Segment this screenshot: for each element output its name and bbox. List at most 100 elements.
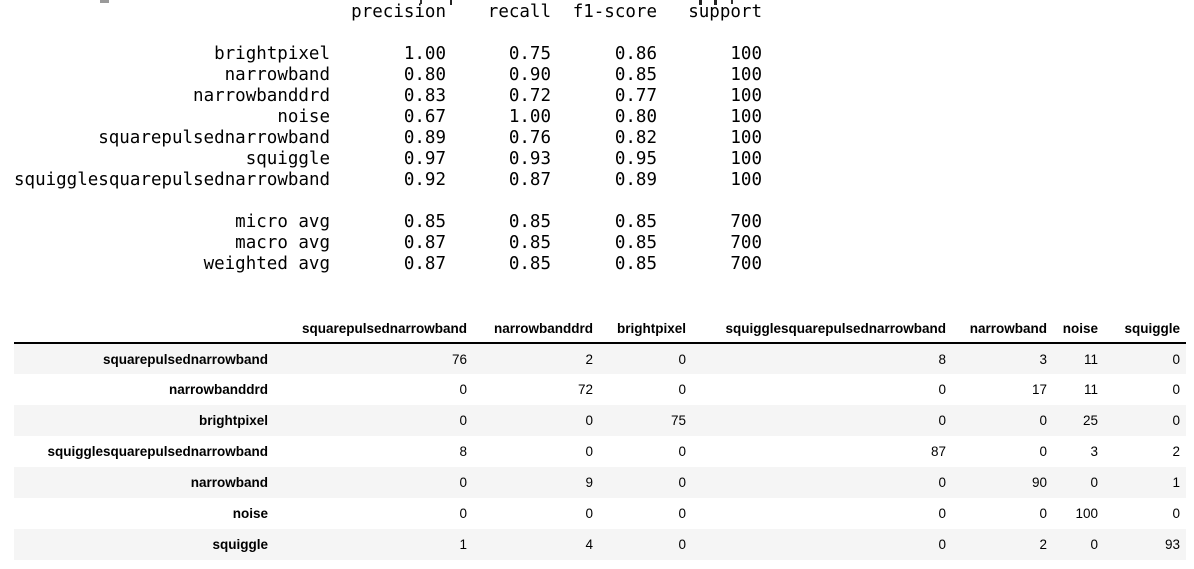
report-cell: 1.00 <box>403 44 446 64</box>
report-cell: 0.85 <box>614 233 657 253</box>
report-class-row: squigglesquarepulsednarrowband 0.92 0.87 0.… <box>14 170 762 191</box>
report-cell: 100 <box>730 65 762 85</box>
report-class-row: narrowband 0.80 0.90 0.85 100 <box>14 65 762 86</box>
matrix-index-header-cell <box>14 314 274 344</box>
report-cell: 0.85 <box>614 254 657 274</box>
report-avg-row: micro avg 0.85 0.85 0.85 700 <box>14 212 762 233</box>
matrix-cell: 0 <box>938 413 946 428</box>
matrix-row-label: brightpixel <box>198 413 268 428</box>
report-class-row: brightpixel 1.00 0.75 0.86 100 <box>14 44 762 65</box>
report-cell: 0.72 <box>508 86 551 106</box>
matrix-cell: 4 <box>585 537 593 552</box>
matrix-cell: 17 <box>1031 382 1047 397</box>
matrix-cell: 1 <box>1172 475 1180 490</box>
report-class-row: noise 0.67 1.00 0.80 100 <box>14 107 762 128</box>
matrix-cell: 0 <box>459 382 467 397</box>
matrix-cell: 87 <box>930 444 946 459</box>
report-cell: weighted avg <box>203 254 330 274</box>
report-cell: f1-score <box>572 2 657 22</box>
report-cell: squarepulsednarrowband <box>98 128 330 148</box>
report-cell: 0.80 <box>403 65 446 85</box>
matrix-cell: 0 <box>938 475 946 490</box>
matrix-cell: 0 <box>1090 537 1098 552</box>
classification-report: precision recall f1-score support brightpixe… <box>14 2 762 275</box>
matrix-cell: 1 <box>459 537 467 552</box>
report-cell: narrowbanddrd <box>193 86 330 106</box>
matrix-cell: 100 <box>1075 506 1098 521</box>
matrix-cell: 2 <box>1039 537 1047 552</box>
confusion-matrix-table: squarepulsednarrowband narrowbanddrd brigh… <box>14 314 1186 560</box>
matrix-cell: 8 <box>938 351 946 367</box>
matrix-cell: 0 <box>678 537 686 552</box>
report-class-row: narrowbanddrd 0.83 0.72 0.77 100 <box>14 86 762 107</box>
matrix-column-header: squiggle <box>1104 314 1186 344</box>
report-avg-row: weighted avg 0.87 0.85 0.85 700 <box>14 254 762 275</box>
report-cell: micro avg <box>235 212 330 232</box>
matrix-cell: 0 <box>678 506 686 521</box>
matrix-cell: 25 <box>1082 413 1098 428</box>
report-class-row: squarepulsednarrowband 0.89 0.76 0.82 100 <box>14 128 762 149</box>
report-class-row: squiggle 0.97 0.93 0.95 100 <box>14 149 762 170</box>
report-header-line: precision recall f1-score support <box>14 2 762 23</box>
report-cell: 0.85 <box>614 212 657 232</box>
matrix-row: narrowband 0 9 0 0 90 0 1 <box>14 467 1186 498</box>
report-cell: 0.86 <box>614 44 657 64</box>
matrix-row: narrowbanddrd 0 72 0 0 17 11 0 <box>14 374 1186 405</box>
text-fragment <box>420 0 422 4</box>
report-cell: 0.82 <box>614 128 657 148</box>
report-cell: 0.75 <box>508 44 551 64</box>
matrix-cell: 0 <box>678 444 686 459</box>
report-cell: recall <box>487 2 551 22</box>
matrix-row: brightpixel 0 0 75 0 0 25 0 <box>14 405 1186 436</box>
matrix-column-header: squigglesquarepulsednarrowband <box>692 314 952 344</box>
report-cell: 0.87 <box>403 233 446 253</box>
matrix-cell: 0 <box>1090 475 1098 490</box>
matrix-cell: 0 <box>678 475 686 490</box>
matrix-cell: 9 <box>585 475 593 490</box>
report-cell: squiggle <box>245 149 330 169</box>
matrix-cell: 0 <box>585 444 593 459</box>
report-cell: 700 <box>730 254 762 274</box>
matrix-body: squarepulsednarrowband 76 2 0 8 3 11 0 narrowban… <box>14 343 1186 560</box>
matrix-row-label: narrowbanddrd <box>168 382 268 397</box>
report-cell: 100 <box>730 149 762 169</box>
matrix-cell: 0 <box>1039 506 1047 521</box>
matrix-row-label: narrowband <box>190 475 268 490</box>
matrix-cell: 2 <box>585 351 593 367</box>
report-cell: 0.85 <box>403 212 446 232</box>
matrix-cell: 93 <box>1164 537 1180 552</box>
matrix-cell: 0 <box>585 413 593 428</box>
matrix-cell: 72 <box>577 382 593 397</box>
matrix-cell: 0 <box>938 382 946 397</box>
matrix-row: noise 0 0 0 0 0 100 0 <box>14 498 1186 529</box>
matrix-cell: 0 <box>459 506 467 521</box>
matrix-cell: 3 <box>1039 351 1047 367</box>
report-cell: 100 <box>730 170 762 190</box>
matrix-column-header: squarepulsednarrowband <box>274 314 473 344</box>
report-blank-line <box>14 191 762 212</box>
report-cell: 0.85 <box>614 65 657 85</box>
matrix-row-label: squarepulsednarrowband <box>102 351 268 367</box>
report-cell: 0.83 <box>403 86 446 106</box>
report-cell: 0.89 <box>403 128 446 148</box>
report-cell: 0.90 <box>508 65 551 85</box>
report-cell: 0.92 <box>403 170 446 190</box>
text-fragment <box>714 0 717 5</box>
matrix-cell: 11 <box>1083 351 1098 367</box>
matrix-row-label: squigglesquarepulsednarrowband <box>47 444 268 459</box>
matrix-cell: 75 <box>670 413 686 428</box>
matrix-cell: 8 <box>459 444 467 459</box>
text-fragment <box>450 0 452 5</box>
text-fragment <box>731 0 733 4</box>
matrix-column-header: noise <box>1053 314 1104 344</box>
matrix-cell: 0 <box>585 506 593 521</box>
matrix-cell: 0 <box>678 382 686 397</box>
matrix-cell: 0 <box>1172 413 1180 428</box>
matrix-cell: 90 <box>1031 475 1047 490</box>
report-cell: macro avg <box>235 233 330 253</box>
report-cell: 0.85 <box>508 233 551 253</box>
report-cell: 0.97 <box>403 149 446 169</box>
matrix-row-label: squiggle <box>212 537 268 552</box>
matrix-row: squigglesquarepulsednarrowband 8 0 0 87 0 3 2 <box>14 436 1186 467</box>
report-cell: 1.00 <box>508 107 551 127</box>
